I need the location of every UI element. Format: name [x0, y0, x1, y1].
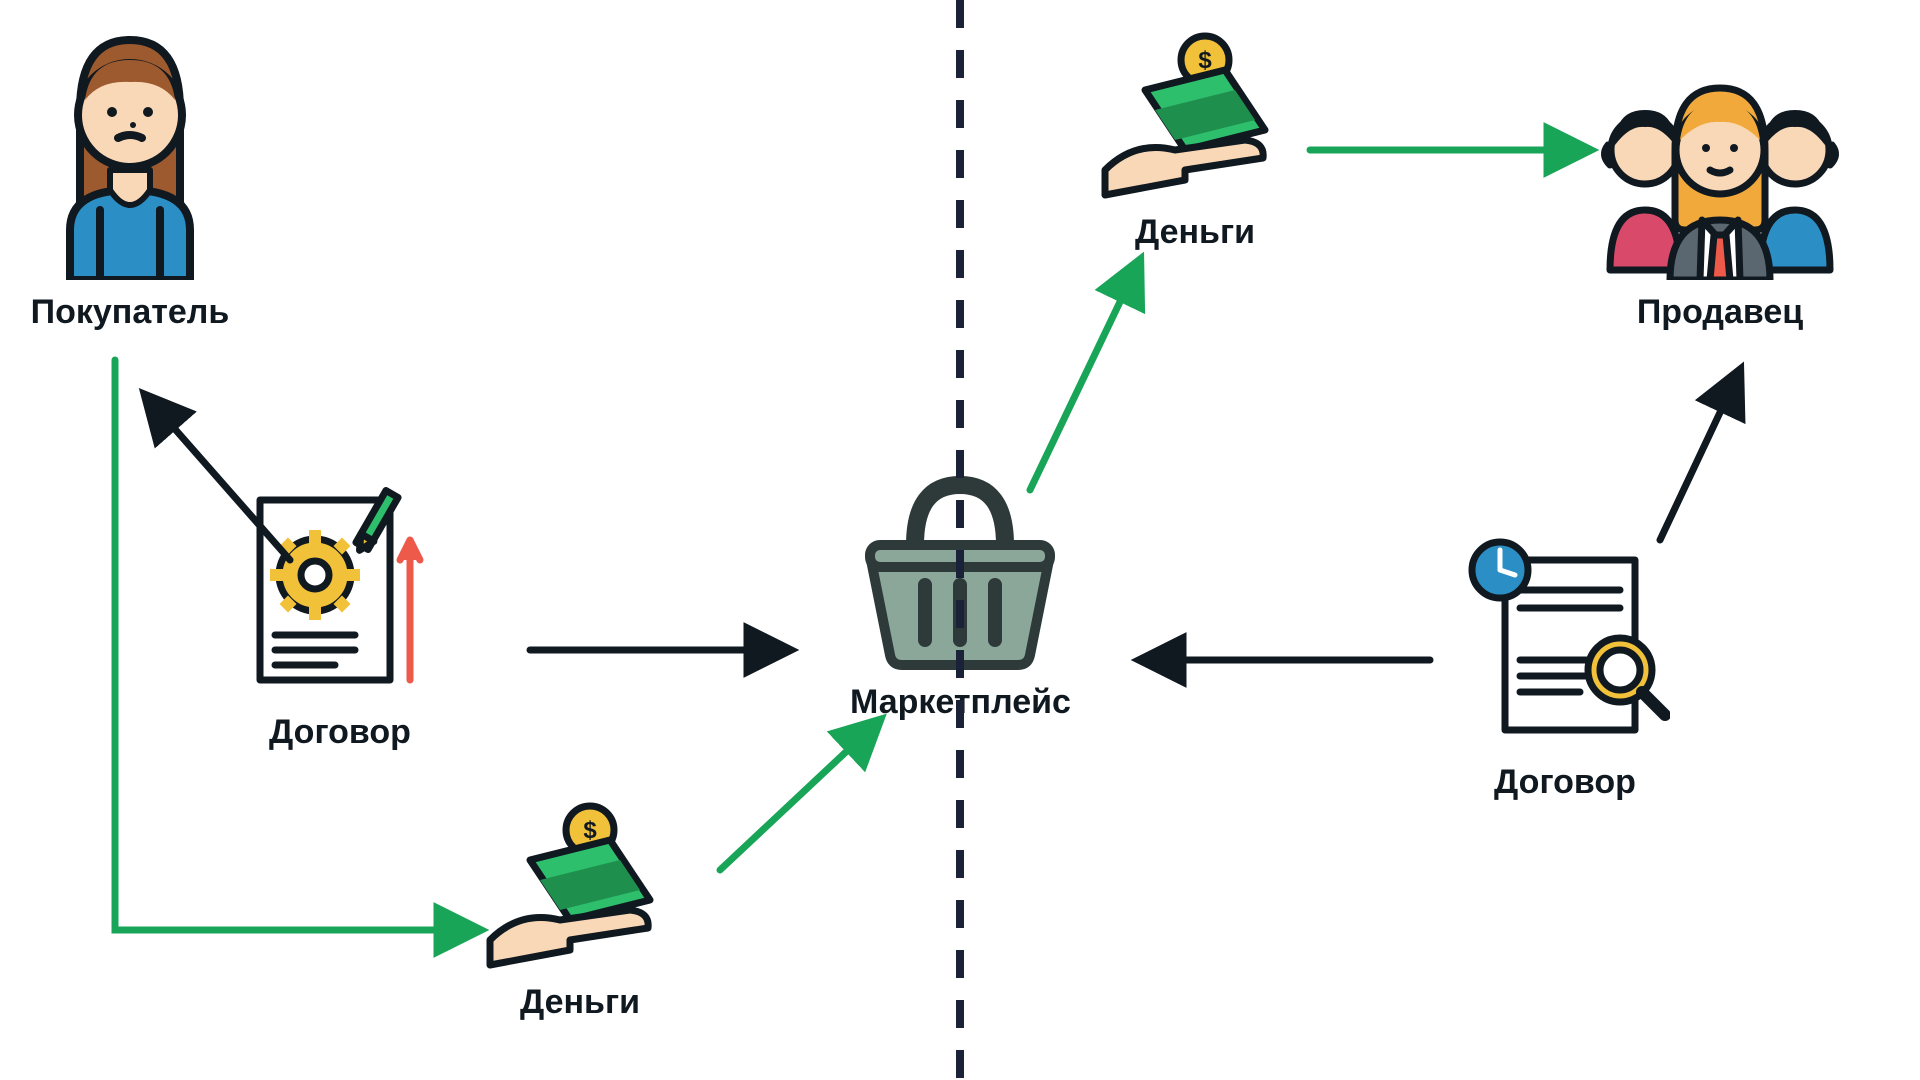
node-marketplace: Маркетплейс [850, 460, 1070, 722]
node-money-left: $ Деньги [480, 800, 680, 1022]
node-contract-left: Договор [240, 480, 440, 752]
contract-right-label: Договор [1460, 763, 1670, 802]
arrow-market-to-moneyR [1030, 260, 1140, 490]
seller-team-icon [1590, 70, 1850, 280]
money-hand-left-icon: $ [480, 800, 680, 970]
node-contract-right: Договор [1460, 530, 1670, 802]
contract-gear-icon [240, 480, 440, 700]
marketplace-label: Маркетплейс [850, 683, 1070, 722]
money-right-label: Деньги [1095, 213, 1295, 252]
contract-search-icon [1460, 530, 1670, 750]
seller-label: Продавец [1590, 293, 1850, 332]
arrow-contractR-to-seller [1660, 370, 1740, 540]
node-money-right: $ Деньги [1095, 30, 1295, 252]
svg-text:$: $ [583, 817, 597, 844]
basket-icon [850, 460, 1070, 670]
svg-text:$: $ [1198, 47, 1212, 74]
buyer-label: Покупатель [30, 293, 230, 332]
node-seller: Продавец [1590, 70, 1850, 332]
money-hand-right-icon: $ [1095, 30, 1295, 200]
buyer-icon [30, 20, 230, 280]
money-left-label: Деньги [480, 983, 680, 1022]
node-buyer: Покупатель [30, 20, 230, 332]
arrow-moneyL-to-market [720, 720, 880, 870]
contract-left-label: Договор [240, 713, 440, 752]
diagram-stage: Покупатель [0, 0, 1920, 1080]
